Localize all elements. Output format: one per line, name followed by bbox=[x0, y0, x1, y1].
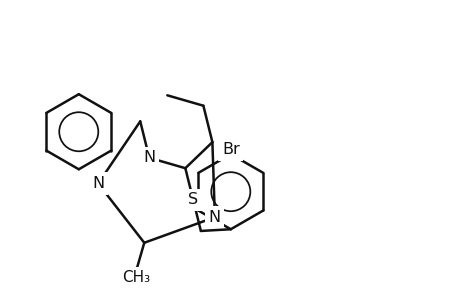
Text: CH₃: CH₃ bbox=[122, 270, 150, 285]
Text: N: N bbox=[208, 210, 220, 225]
Text: N: N bbox=[92, 176, 104, 191]
Text: N: N bbox=[143, 150, 155, 165]
Text: Br: Br bbox=[221, 142, 239, 158]
Text: S: S bbox=[188, 192, 198, 207]
